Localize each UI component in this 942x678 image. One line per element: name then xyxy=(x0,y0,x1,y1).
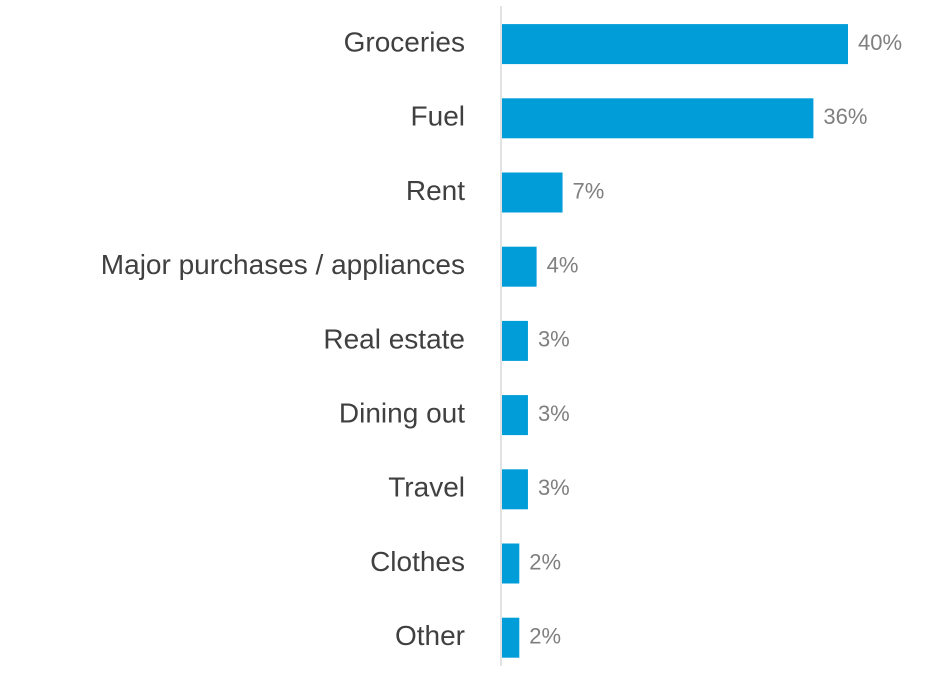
category-label: Real estate xyxy=(323,323,465,354)
bar xyxy=(502,24,848,65)
value-label: 40% xyxy=(858,30,902,55)
value-label: 4% xyxy=(547,253,579,278)
category-label: Rent xyxy=(406,175,465,206)
category-label: Major purchases / appliances xyxy=(101,249,465,280)
category-label: Fuel xyxy=(411,101,465,132)
bar xyxy=(502,172,563,213)
bar xyxy=(502,617,520,658)
bar xyxy=(502,246,537,287)
category-label: Clothes xyxy=(370,546,465,577)
bar xyxy=(502,320,528,361)
value-label: 36% xyxy=(823,104,867,129)
value-label: 3% xyxy=(538,327,570,352)
value-label: 2% xyxy=(529,624,561,649)
value-label: 3% xyxy=(538,401,570,426)
category-label: Other xyxy=(395,620,465,651)
category-label: Groceries xyxy=(344,26,465,57)
bar xyxy=(502,395,528,436)
value-label: 3% xyxy=(538,475,570,500)
category-label: Dining out xyxy=(339,397,465,428)
bar xyxy=(502,98,814,139)
bar xyxy=(502,543,520,584)
value-label: 2% xyxy=(529,549,561,574)
bar xyxy=(502,469,528,510)
value-label: 7% xyxy=(573,178,605,203)
category-label: Travel xyxy=(388,472,465,503)
